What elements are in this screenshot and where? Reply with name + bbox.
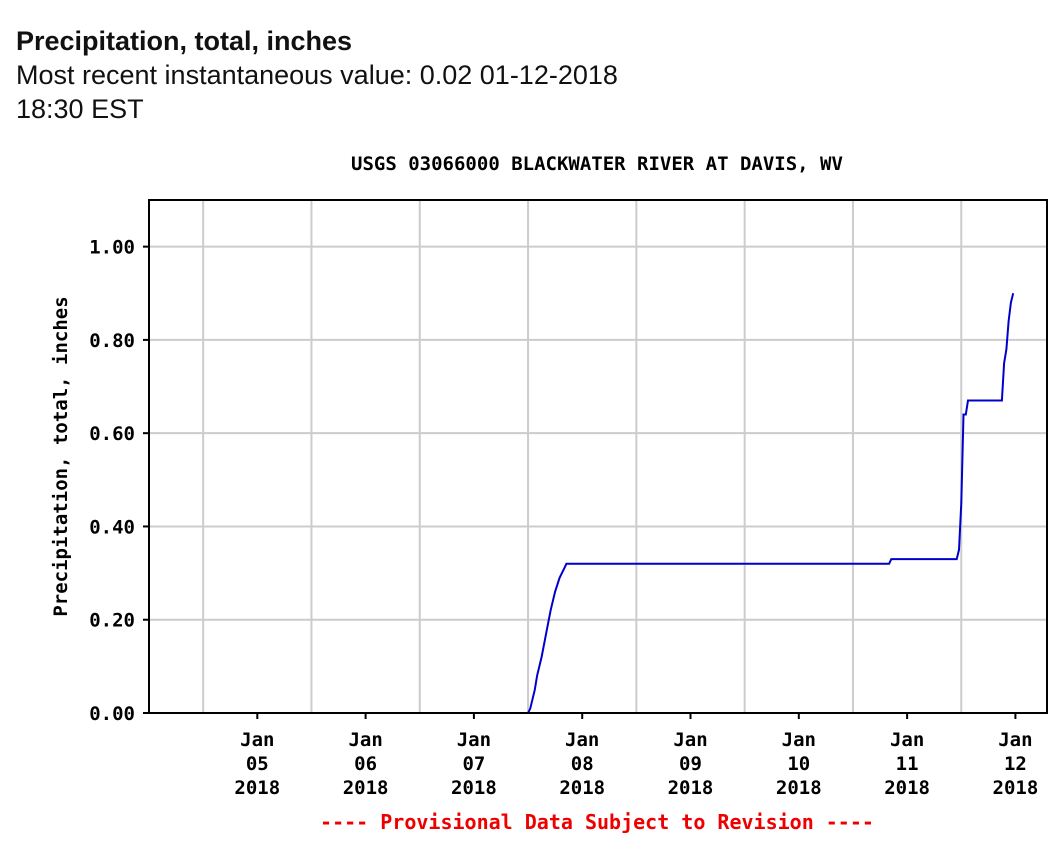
x-tick-label: Jan 06 2018 xyxy=(343,729,389,799)
x-tick-label: Jan 05 2018 xyxy=(234,729,280,799)
provisional-data-notice: ---- Provisional Data Subject to Revisio… xyxy=(320,810,874,834)
parameter-title: Precipitation, total, inches xyxy=(16,26,353,56)
chart-title: USGS 03066000 BLACKWATER RIVER AT DAVIS,… xyxy=(351,153,843,175)
recent-value-text: Most recent instantaneous value: 0.02 01… xyxy=(16,60,641,124)
chart-heading: Precipitation, total, inches Most recent… xyxy=(16,24,656,126)
y-tick-label: 0.60 xyxy=(89,423,135,445)
x-tick-label: Jan 08 2018 xyxy=(559,729,605,799)
y-axis: 0.00 0.20 0.40 0.60 0.80 1.00 xyxy=(89,237,149,725)
x-axis: Jan 05 2018 Jan 06 2018 Jan 07 2018 Jan 08 2018 Jan 0… xyxy=(234,713,1038,799)
y-tick-label: 1.00 xyxy=(89,237,135,259)
grid-lines xyxy=(149,200,1047,714)
y-tick-label: 0.80 xyxy=(89,330,135,352)
x-tick-label: Jan 11 2018 xyxy=(884,729,930,799)
y-tick-label: 0.20 xyxy=(89,610,135,632)
y-tick-label: 0.00 xyxy=(89,703,135,725)
x-tick-label: Jan 12 2018 xyxy=(993,729,1039,799)
y-tick-label: 0.40 xyxy=(89,516,135,538)
x-tick-label: Jan 10 2018 xyxy=(776,729,822,799)
x-tick-label: Jan 07 2018 xyxy=(451,729,497,799)
y-axis-label: Precipitation, total, inches xyxy=(50,296,72,616)
plot-frame xyxy=(148,199,1048,714)
x-tick-label: Jan 09 2018 xyxy=(668,729,714,799)
precipitation-series-line xyxy=(149,293,1015,714)
